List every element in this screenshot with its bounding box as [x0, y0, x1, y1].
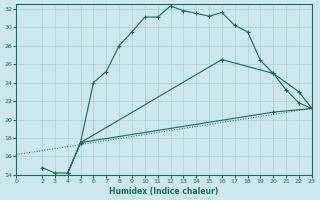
X-axis label: Humidex (Indice chaleur): Humidex (Indice chaleur) [109, 187, 219, 196]
